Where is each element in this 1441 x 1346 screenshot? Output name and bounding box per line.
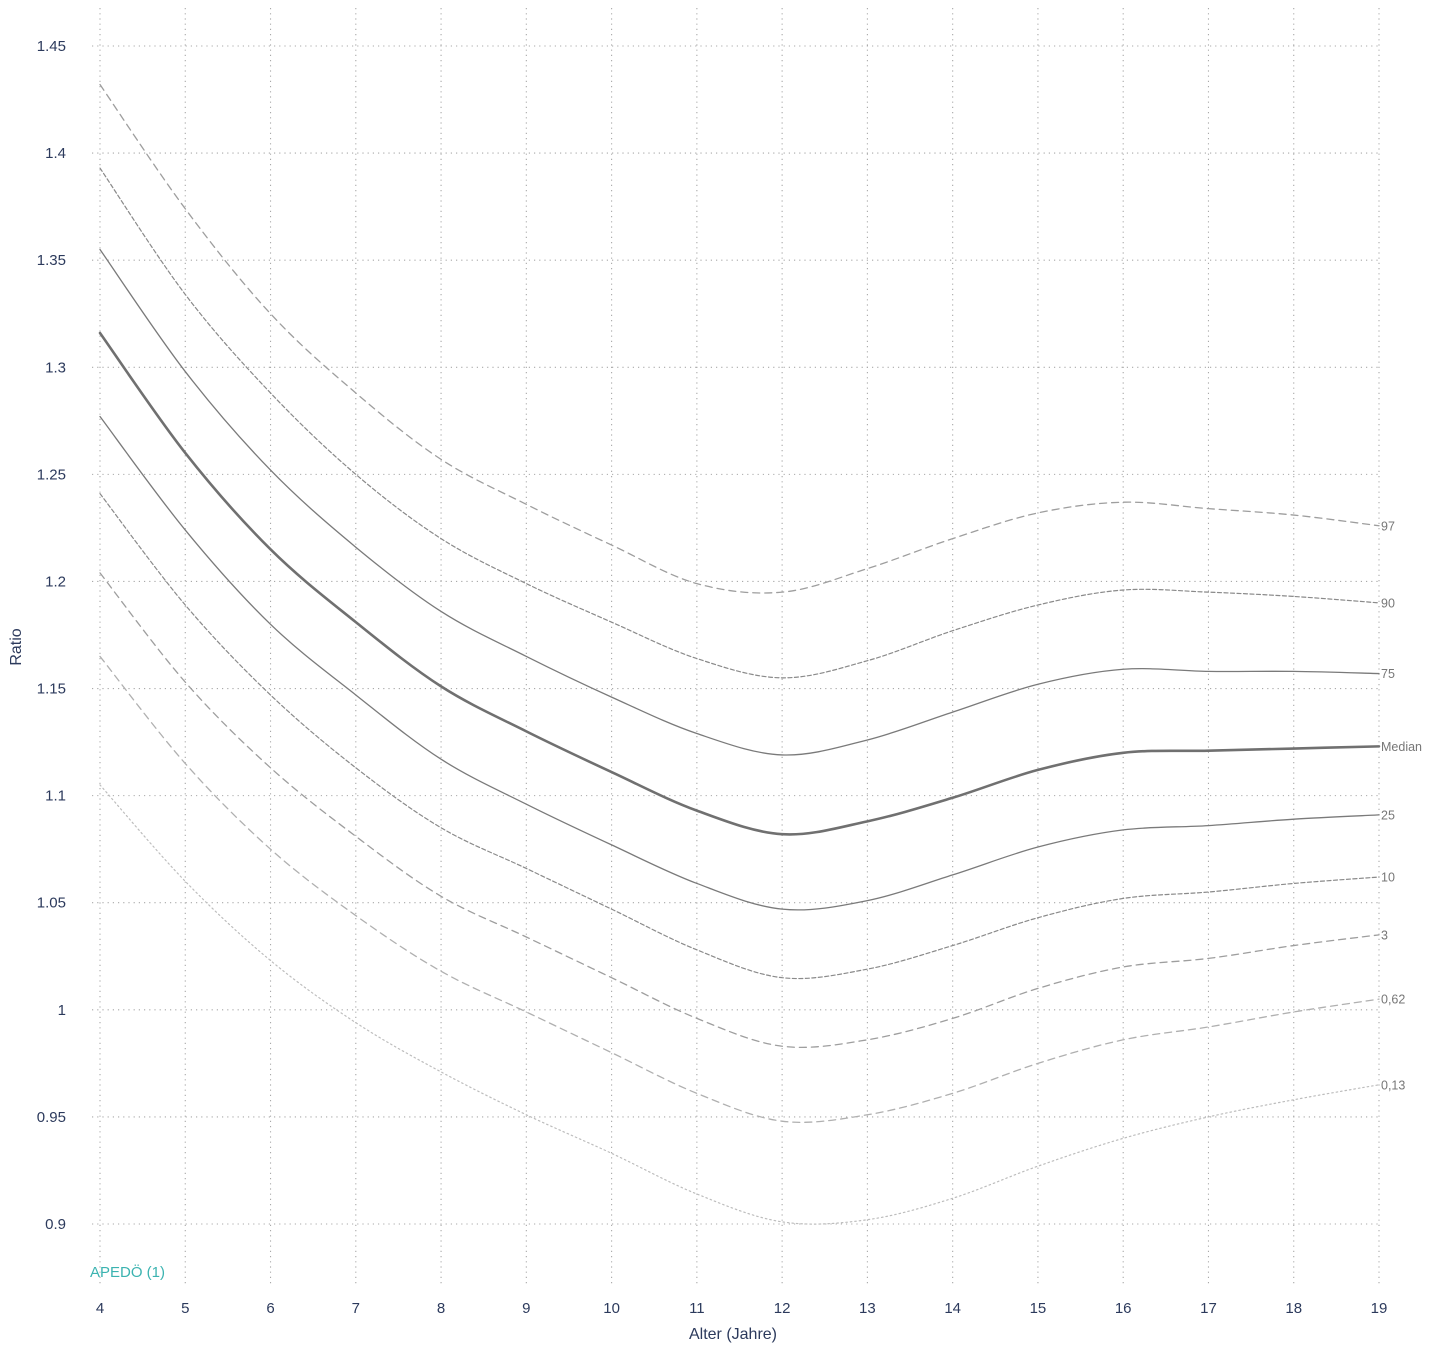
series-line-0,13 (99, 784, 1380, 1225)
y-tick-label: 1 (58, 1002, 66, 1019)
y-tick-label: 0.9 (45, 1216, 66, 1233)
series-labels: 97 90 75 Median 25 10 3 0,62 0,13 (1381, 519, 1422, 1092)
y-tick-label: 1.3 (45, 359, 66, 376)
series-label-10: 10 (1381, 871, 1395, 885)
y-tick-label: 1.45 (37, 38, 66, 55)
x-axis-ticks: 4 5 6 7 8 9 10 11 12 13 14 15 16 17 18 19 (96, 1300, 1388, 1317)
series-line-75 (99, 248, 1380, 756)
series-label-0,62: 0,62 (1381, 993, 1405, 1007)
x-tick-label: 5 (181, 1300, 189, 1317)
series-label-97: 97 (1381, 519, 1395, 533)
x-tick-label: 16 (1115, 1300, 1132, 1317)
x-tick-label: 15 (1030, 1300, 1047, 1317)
series-line-90 (99, 167, 1380, 679)
x-tick-label: 14 (944, 1300, 961, 1317)
x-tick-label: 12 (774, 1300, 791, 1317)
x-tick-label: 4 (96, 1300, 104, 1317)
series-line-97 (99, 83, 1380, 594)
series-line-25 (99, 415, 1380, 911)
series-lines (98, 83, 1381, 1225)
y-tick-label: 1.05 (37, 895, 66, 912)
x-tick-label: 11 (689, 1300, 705, 1317)
x-axis-title: Alter (Jahre) (689, 1326, 777, 1343)
series-line-0,62 (99, 655, 1380, 1123)
series-line-Median (98, 331, 1381, 836)
series-label-3: 3 (1381, 928, 1388, 942)
x-tick-label: 17 (1200, 1300, 1217, 1317)
series-label-75: 75 (1381, 667, 1395, 681)
y-tick-label: 0.95 (37, 1109, 66, 1126)
y-axis-title: Ratio (8, 628, 25, 665)
x-tick-label: 6 (266, 1300, 274, 1317)
x-tick-label: 8 (437, 1300, 445, 1317)
x-tick-label: 13 (859, 1300, 876, 1317)
y-tick-label: 1.1 (45, 788, 66, 805)
x-tick-label: 9 (522, 1300, 530, 1317)
y-tick-label: 1.25 (37, 466, 66, 483)
series-label-25: 25 (1381, 808, 1395, 822)
x-tick-label: 7 (352, 1300, 360, 1317)
y-tick-label: 1.2 (45, 573, 66, 590)
x-tick-label: 10 (603, 1300, 620, 1317)
grid (92, 8, 1381, 1284)
series-line-3 (99, 572, 1380, 1049)
x-tick-label: 19 (1371, 1300, 1388, 1317)
source-label: APEDÖ (1) (90, 1263, 165, 1281)
x-tick-label: 18 (1285, 1300, 1302, 1317)
y-tick-label: 1.4 (45, 145, 66, 162)
series-label-90: 90 (1381, 596, 1395, 610)
y-tick-label: 1.15 (37, 681, 66, 698)
y-tick-label: 1.35 (37, 252, 66, 269)
y-axis-ticks: 0.9 0.95 1 1.05 1.1 1.15 1.2 1.25 1.3 1.35 1.4 1.45 (37, 38, 66, 1233)
series-label-Median: Median (1381, 740, 1422, 754)
series-label-0,13: 0,13 (1381, 1078, 1405, 1092)
series-line-10 (99, 493, 1380, 980)
